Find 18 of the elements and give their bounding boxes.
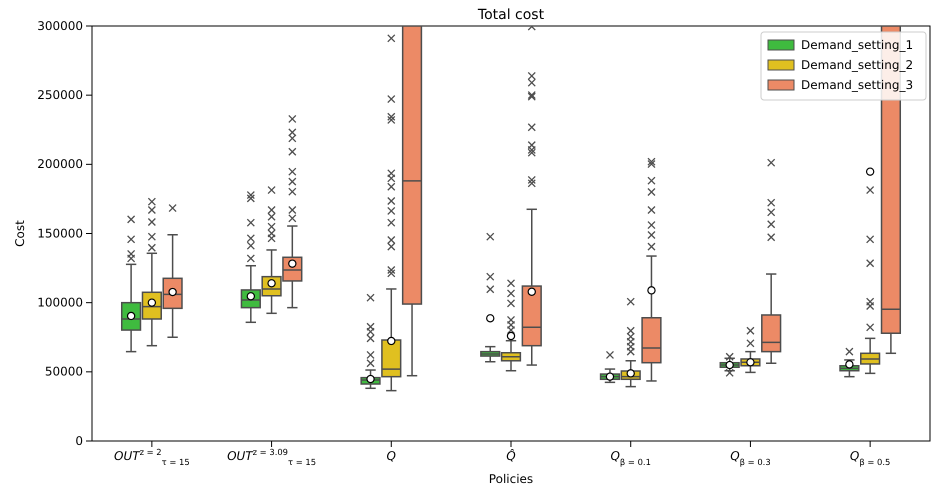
chart-title: Total cost	[476, 7, 545, 23]
y-axis-title: Cost	[13, 220, 27, 247]
y-tick-label: 100000	[37, 296, 83, 310]
y-tick-label: 50000	[44, 364, 83, 379]
legend-label: Demand_setting_1	[801, 38, 914, 52]
x-tick-label: Q̂	[506, 448, 516, 463]
legend-label: Demand_setting_3	[801, 78, 914, 92]
y-tick-label: 200000	[37, 157, 83, 172]
x-tick-label: Q$_{β = 0.3}$	[730, 449, 771, 467]
x-axis-title: Policies	[488, 472, 534, 486]
x-tick-label: Q$_{β = 0.5}$	[850, 449, 890, 467]
y-tick-label: 250000	[37, 88, 83, 102]
y-tick-label: 300000	[37, 18, 83, 33]
x-tick-label: Q	[386, 449, 396, 463]
y-tick-label: 0	[75, 434, 83, 448]
x-tick-label: Q$_{β = 0.1}$	[610, 449, 651, 467]
y-tick-label: 150000	[37, 226, 83, 240]
legend-label: Demand_setting_2	[801, 58, 914, 72]
